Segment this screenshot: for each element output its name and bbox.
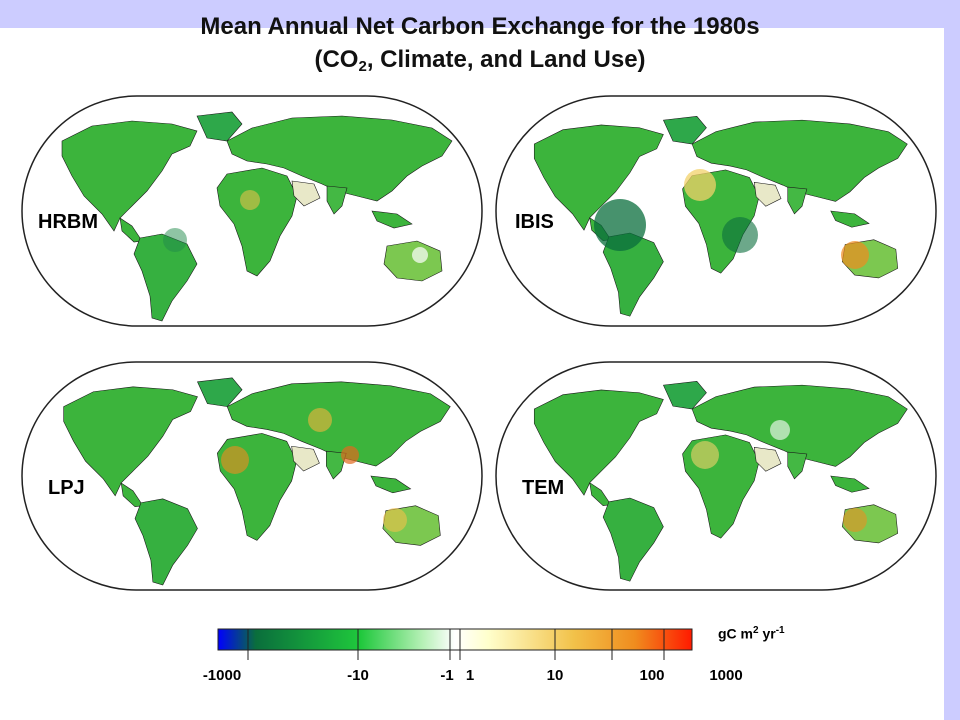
map-label-hrbm: HRBM (38, 211, 98, 233)
scale-tick-label: -1 (440, 667, 454, 684)
map-label-tem: TEM (522, 477, 564, 499)
color-scale-gradient (217, 628, 693, 651)
scale-tick-label: -10 (347, 667, 369, 684)
title-line-2: (CO2, Climate, and Land Use) (60, 43, 900, 83)
units-exponent-1: 2 (753, 625, 759, 636)
units-part-b: yr (758, 625, 776, 642)
scale-tick-label: 10 (546, 667, 564, 684)
title-line-1: Mean Annual Net Carbon Exchange for the … (200, 13, 760, 40)
scale-tick-label: 100 (639, 667, 665, 684)
title-line-2-part-a: (CO (314, 46, 359, 73)
title-subscript: 2 (358, 58, 367, 75)
units-exponent-2: -1 (775, 625, 785, 636)
map-hrbm: HRBM (21, 95, 483, 327)
page-title: Mean Annual Net Carbon Exchange for the … (60, 10, 900, 83)
map-label-ibis: IBIS (515, 211, 554, 233)
units-part-a: gC m (718, 625, 753, 642)
map-ibis: IBIS (495, 95, 937, 327)
scale-tick-label: -1000 (202, 667, 242, 684)
header-band (0, 0, 960, 28)
map-label-lpj: LPJ (48, 477, 85, 499)
scale-tick-label: 1 (465, 667, 475, 684)
map-lpj: LPJ (21, 361, 483, 591)
color-scale-tick-marks (247, 629, 665, 660)
side-band (944, 0, 960, 720)
scale-units: gC m2 yr-1 (718, 623, 785, 642)
title-line-2-part-b: , Climate, and Land Use) (366, 46, 646, 73)
scale-tick-label: 1000 (709, 667, 743, 684)
map-tem: TEM (495, 361, 937, 591)
